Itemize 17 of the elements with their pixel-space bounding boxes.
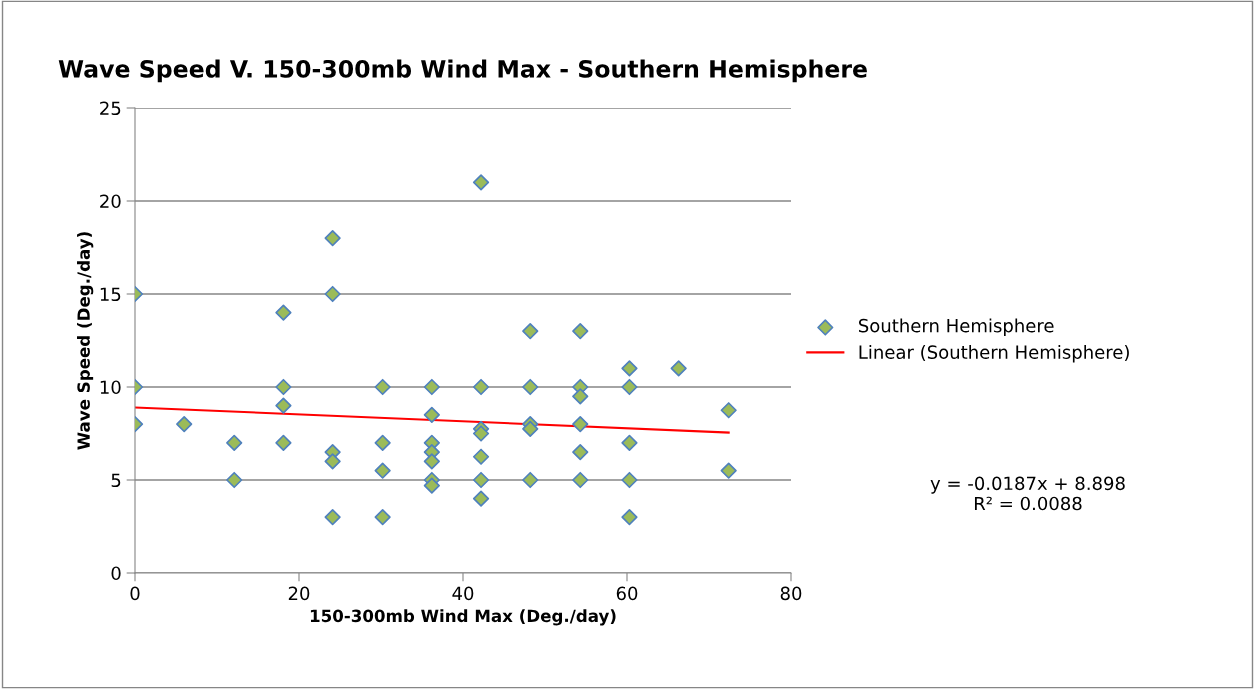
x-axis-title: 150-300mb Wind Max (Deg./day): [310, 609, 616, 626]
x-tick-label: 40: [452, 586, 474, 601]
x-tick-label: 80: [780, 586, 802, 601]
y-tick-label: 20: [100, 194, 121, 209]
legend-label: Linear (Southern Hemisphere): [859, 345, 1129, 363]
y-tick-label: 25: [100, 101, 121, 116]
legend-label: Southern Hemisphere: [859, 318, 1054, 336]
y-axis-title: Wave Speed (Deg./day): [77, 232, 94, 450]
x-tick-label: 60: [616, 586, 638, 601]
y-tick-label: 15: [100, 287, 121, 302]
y-tick-label: 0: [111, 566, 121, 581]
chart-title: Wave Speed V. 150-300mb Wind Max - Southern Hemisphere: [58, 59, 867, 83]
y-tick-label: 10: [100, 380, 121, 395]
text: y = -0.0187x + 8.898 R² = 0.0088: [930, 476, 1125, 511]
x-tick-label: 20: [288, 586, 310, 601]
x-tick-label: 0: [130, 586, 140, 601]
y-tick-label: 5: [111, 473, 121, 488]
